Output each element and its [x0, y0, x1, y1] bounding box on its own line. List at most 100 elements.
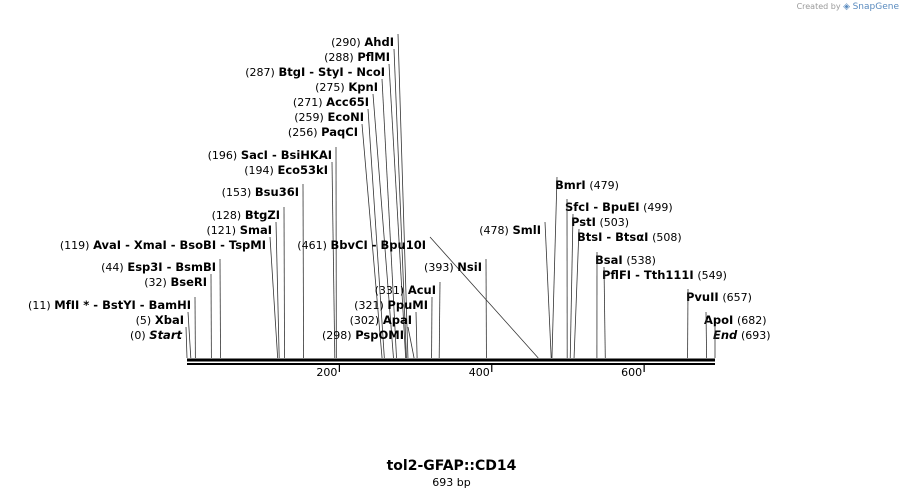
enzyme-names: KpnI [348, 80, 378, 94]
sequence-bar-bottom [187, 363, 715, 365]
site-label-kpni: (275) KpnI [315, 80, 378, 94]
enzyme-names: BtgI - StyI - NcoI [278, 65, 385, 79]
site-connector-kpni [381, 78, 397, 359]
enzyme-names: Bsu36I [255, 185, 299, 199]
enzyme-names: BtgZI [245, 208, 280, 222]
site-label-end: End (693) [713, 328, 771, 342]
site-position: (290) [331, 36, 361, 49]
enzyme-names: BseRI [170, 275, 207, 289]
site-label-psti: PstI (503) [571, 215, 629, 229]
site-label-btsi: BtsI - BtsαI (508) [577, 230, 682, 244]
site-position: (549) [697, 269, 727, 282]
site-position: (538) [626, 254, 656, 267]
site-label-pflmi: (288) PflMI [324, 50, 390, 64]
site-position: (153) [222, 186, 252, 199]
site-connector-pspomi [407, 326, 415, 359]
site-position: (508) [652, 231, 682, 244]
site-position: (288) [324, 51, 354, 64]
enzyme-names: PpuMI [387, 298, 428, 312]
site-connector-econi [367, 108, 385, 359]
site-position: (298) [322, 329, 352, 342]
site-position: (5) [136, 314, 152, 327]
enzyme-names: XbaI [155, 313, 184, 327]
enzyme-names: AvaI - XmaI - BsoBI - TspMI [93, 238, 266, 252]
site-connector-ahdi [397, 33, 409, 359]
enzyme-names: BmrI [555, 178, 586, 192]
site-position: (271) [293, 96, 323, 109]
site-connector-paqci [361, 123, 383, 359]
site-label-ppumi: (321) PpuMI [354, 298, 428, 312]
site-label-bsu36i: (153) Bsu36I [222, 185, 299, 199]
axis-tick-label-200: 200 [316, 366, 337, 379]
enzyme-names: BbvCI - Bpu10I [331, 238, 426, 252]
site-label-apai: (302) ApaI [350, 313, 412, 327]
site-label-apoi: ApoI (682) [704, 313, 767, 327]
enzyme-names: Acc65I [326, 95, 369, 109]
site-label-nsii: (393) NsiI [424, 260, 482, 274]
enzyme-names: MfII * - BstYI - BamHI [54, 298, 191, 312]
site-label-smli: (478) SmlI [479, 223, 541, 237]
enzyme-names: SacI - BsiHKAI [241, 148, 332, 162]
site-label-acui: (331) AcuI [375, 283, 436, 297]
site-label-esp3i: (44) Esp3I - BsmBI [101, 260, 216, 274]
site-connector-smai [275, 221, 280, 359]
enzyme-names: PflMI [357, 50, 390, 64]
site-position: (302) [350, 314, 380, 327]
enzyme-names: Esp3I - BsmBI [127, 260, 216, 274]
site-connector-apoi [705, 311, 708, 359]
enzyme-names: SmlI [513, 223, 542, 237]
credit-prefix: Created by [796, 2, 841, 11]
site-connector-esp3i [219, 258, 221, 359]
enzyme-names: PflFI - Tth111I [602, 268, 694, 282]
snapgene-logo-icon: ◈ [843, 2, 851, 12]
site-position: (287) [245, 66, 275, 79]
site-connector-bmri [551, 176, 558, 359]
site-position: (194) [244, 164, 274, 177]
site-label-bseri: (32) BseRI [144, 275, 207, 289]
snapgene-credit: Created by ◈ SnapGene [797, 2, 899, 12]
site-position: (461) [297, 239, 327, 252]
site-label-btgi: (287) BtgI - StyI - NcoI [245, 65, 385, 79]
site-label-bsai: BsaI (538) [595, 253, 656, 267]
site-connector-smli [544, 221, 552, 359]
site-label-bmri: BmrI (479) [555, 178, 619, 192]
site-connector-pflmi [393, 48, 407, 359]
site-connector-btsi [573, 228, 580, 359]
enzyme-names: SmaI [240, 223, 272, 237]
enzyme-names: ApaI [383, 313, 412, 327]
site-position: (44) [101, 261, 124, 274]
site-label-saci: (196) SacI - BsiHKAI [208, 148, 332, 162]
site-label-btgzi: (128) BtgZI [212, 208, 280, 222]
site-position: (256) [288, 126, 318, 139]
site-position: (331) [375, 284, 405, 297]
enzyme-names: EcoNI [328, 110, 364, 124]
enzyme-names: Eco53kI [277, 163, 328, 177]
site-connector-psti [569, 213, 574, 359]
site-position: (259) [294, 111, 324, 124]
site-position: (121) [206, 224, 236, 237]
sequence-bar-top [187, 358, 715, 362]
site-label-eco53ki: (194) Eco53kI [244, 163, 328, 177]
enzyme-names: BsaI [595, 253, 623, 267]
site-connector-start [185, 326, 188, 359]
site-position: (478) [479, 224, 509, 237]
site-position: (275) [315, 81, 345, 94]
site-label-smai: (121) SmaI [206, 223, 272, 237]
sequence-length: 693 bp [432, 476, 471, 489]
enzyme-names: PspOMI [355, 328, 404, 342]
site-connector-btgi [388, 63, 407, 359]
site-position: (479) [589, 179, 619, 192]
site-position: (503) [600, 216, 630, 229]
map-title: tol2-GFAP::CD14 [386, 458, 517, 474]
enzyme-names: End [713, 328, 738, 342]
site-label-pspomi: (298) PspOMI [322, 328, 404, 342]
site-position: (499) [643, 201, 673, 214]
site-connector-acc65i [372, 93, 394, 359]
site-position: (196) [208, 149, 238, 162]
site-label-mfii: (11) MfII * - BstYI - BamHI [28, 298, 191, 312]
site-label-pvuii: PvuII (657) [686, 290, 752, 304]
site-connector-apai [415, 311, 418, 359]
axis-tick-label-600: 600 [621, 366, 642, 379]
site-label-paqci: (256) PaqCI [288, 125, 358, 139]
